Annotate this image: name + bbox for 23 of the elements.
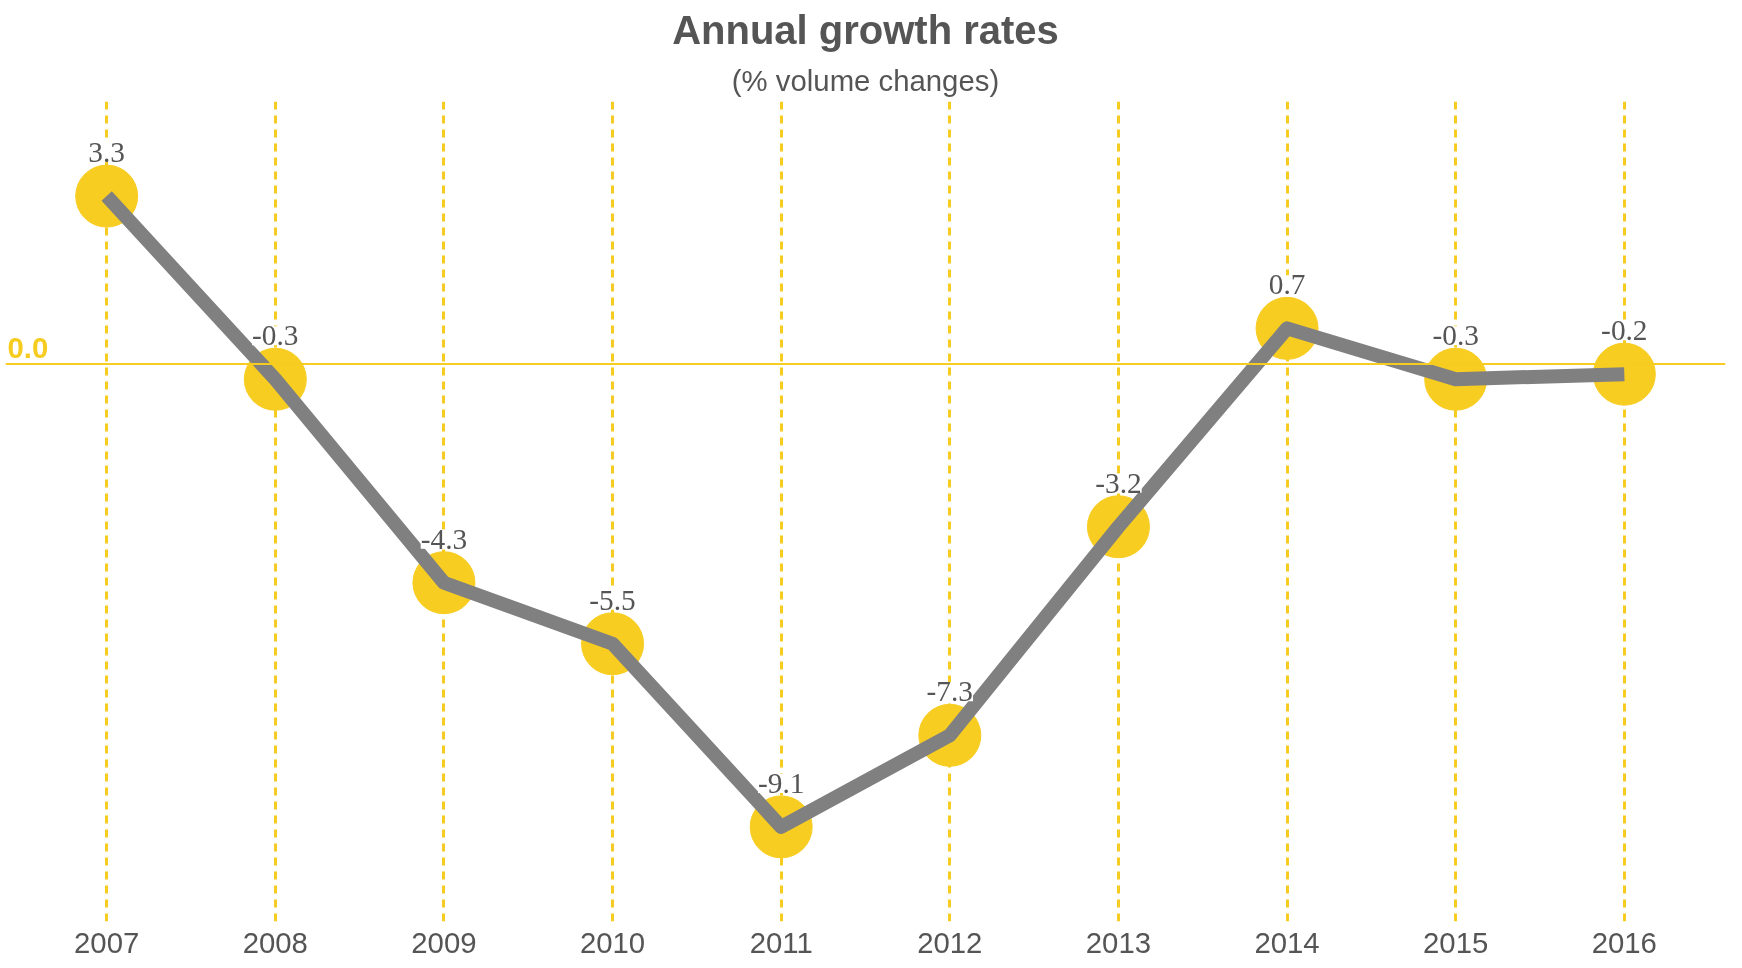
x-tick-label: 2010	[579, 925, 646, 959]
data-label: 3.3	[88, 136, 126, 169]
data-label: 0.7	[1268, 268, 1306, 301]
ref-line-label: 0.0	[7, 330, 49, 364]
x-tick-label: 2008	[242, 925, 308, 959]
x-tick-label: 2011	[749, 925, 813, 959]
x-tick-label: 2014	[1254, 925, 1320, 959]
x-tick-label: 2007	[74, 925, 140, 959]
x-tick-label: 2015	[1423, 925, 1489, 959]
data-label: -4.3	[420, 522, 468, 555]
data-label: -0.3	[1432, 319, 1479, 352]
chart-subtitle: (% volume changes)	[731, 63, 1000, 97]
x-tick-label: 2009	[411, 925, 477, 959]
data-label: -9.1	[757, 766, 805, 799]
x-tick-label: 2016	[1591, 925, 1657, 959]
data-label: -7.3	[926, 675, 974, 708]
x-tick-label: 2013	[1085, 925, 1152, 959]
data-label: -3.2	[1095, 466, 1142, 499]
data-label: -0.3	[252, 319, 299, 352]
data-label: -0.2	[1601, 314, 1648, 347]
x-tick-label: 2012	[917, 925, 983, 959]
data-label: -5.5	[589, 583, 636, 616]
chart-title: Annual growth rates	[672, 7, 1059, 52]
